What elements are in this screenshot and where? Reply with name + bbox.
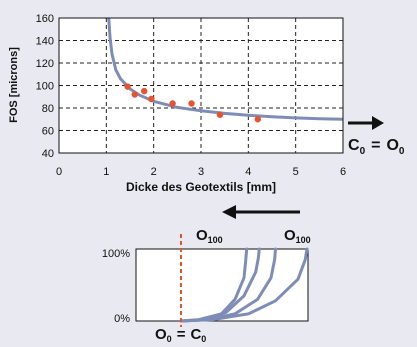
distribution-curve-4 — [179, 247, 309, 323]
y-tick-label: 160 — [36, 13, 54, 25]
left-arrow-icon — [222, 205, 300, 219]
top-grid — [59, 18, 343, 153]
x-axis-label: Dicke des Geotextils [mm] — [126, 180, 276, 194]
o100-label-right: O100 — [284, 227, 311, 245]
data-point — [254, 116, 261, 123]
y-tick-label: 140 — [36, 36, 54, 48]
o0-equals-c0-label: O0 = C0 — [155, 326, 206, 344]
c0-equals-o0-label: C0 = O0 — [348, 137, 405, 157]
y-tick-100-percent: 100% — [102, 248, 130, 260]
c0-base: C — [348, 137, 360, 154]
y-tick-label: 100 — [36, 81, 54, 93]
top-plot-border — [58, 17, 344, 154]
fos-curve — [107, 17, 344, 121]
data-point — [131, 91, 138, 98]
top-tick-labels: 40 60 80 100 120 140 160 0 1 2 3 4 5 6 — [36, 13, 346, 178]
x-tick-label: 1 — [103, 166, 109, 178]
o100-label-left: O100 — [196, 227, 223, 245]
c0-sub: 0 — [360, 146, 366, 157]
data-point — [169, 100, 176, 107]
top-chart: 40 60 80 100 120 140 160 0 1 2 3 4 5 6 Dicke des Geot… — [8, 13, 405, 194]
y-axis-label: FOS [microns] — [8, 47, 20, 123]
x-tick-label: 5 — [293, 166, 299, 178]
o0-sub: 0 — [399, 146, 405, 157]
y-tick-label: 60 — [42, 126, 54, 138]
bottom-chart: 100% 0% O100 O100 O0 = C0 — [102, 205, 311, 344]
data-point — [188, 100, 195, 107]
right-arrow-icon — [348, 116, 384, 130]
x-tick-label: 6 — [340, 166, 346, 178]
data-point — [148, 95, 155, 103]
top-marks — [107, 17, 344, 123]
c0-eq: = — [371, 137, 380, 154]
y-tick-label: 80 — [42, 103, 54, 115]
y-tick-label: 40 — [42, 148, 54, 160]
o0-base: O — [386, 137, 398, 154]
data-point — [216, 111, 224, 118]
data-point — [141, 87, 148, 95]
x-tick-label: 0 — [56, 166, 62, 178]
x-tick-label: 2 — [151, 166, 157, 178]
x-tick-label: 4 — [245, 166, 251, 178]
bottom-plot-area — [135, 248, 309, 322]
x-tick-label: 3 — [198, 166, 204, 178]
y-tick-label: 120 — [36, 58, 54, 70]
data-point — [124, 83, 131, 90]
bottom-curves — [179, 247, 309, 323]
y-tick-0-percent: 0% — [114, 313, 130, 325]
